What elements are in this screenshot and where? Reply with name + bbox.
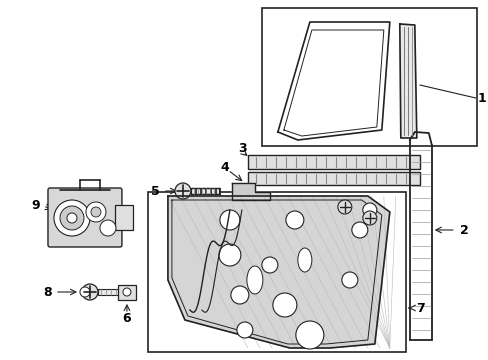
Circle shape: [362, 211, 376, 225]
Circle shape: [80, 287, 90, 297]
Circle shape: [262, 257, 277, 273]
Text: 6: 6: [122, 311, 131, 324]
Circle shape: [285, 211, 303, 229]
Text: 2: 2: [459, 224, 468, 237]
Bar: [247, 172, 419, 185]
Circle shape: [337, 200, 351, 214]
Circle shape: [362, 203, 376, 217]
Text: 4: 4: [220, 161, 229, 174]
Polygon shape: [277, 22, 389, 140]
Circle shape: [295, 321, 323, 349]
Polygon shape: [231, 183, 269, 200]
Circle shape: [272, 293, 296, 317]
Text: 5: 5: [151, 185, 160, 198]
Text: 8: 8: [43, 285, 52, 298]
Bar: [190, 188, 219, 194]
Circle shape: [54, 200, 90, 236]
Circle shape: [236, 322, 252, 338]
Bar: [98, 289, 128, 295]
Bar: [148, 192, 405, 352]
Circle shape: [219, 244, 241, 266]
Circle shape: [100, 220, 116, 236]
Bar: [247, 155, 419, 169]
Circle shape: [67, 213, 77, 223]
Text: 3: 3: [238, 141, 247, 154]
Ellipse shape: [246, 266, 263, 294]
Polygon shape: [399, 24, 416, 138]
Circle shape: [351, 222, 367, 238]
Bar: [115, 205, 133, 230]
Polygon shape: [167, 196, 389, 348]
Circle shape: [175, 183, 190, 199]
Text: 7: 7: [415, 302, 424, 315]
Circle shape: [341, 272, 357, 288]
Circle shape: [86, 202, 106, 222]
Text: 9: 9: [31, 198, 40, 212]
Circle shape: [220, 210, 240, 230]
Ellipse shape: [297, 248, 311, 272]
Text: 1: 1: [477, 91, 486, 104]
Circle shape: [230, 286, 248, 304]
Bar: [262, 8, 476, 146]
Circle shape: [82, 284, 98, 300]
Circle shape: [91, 207, 101, 217]
Bar: [118, 285, 136, 300]
Circle shape: [60, 206, 84, 230]
Circle shape: [122, 288, 131, 296]
FancyBboxPatch shape: [48, 188, 122, 247]
